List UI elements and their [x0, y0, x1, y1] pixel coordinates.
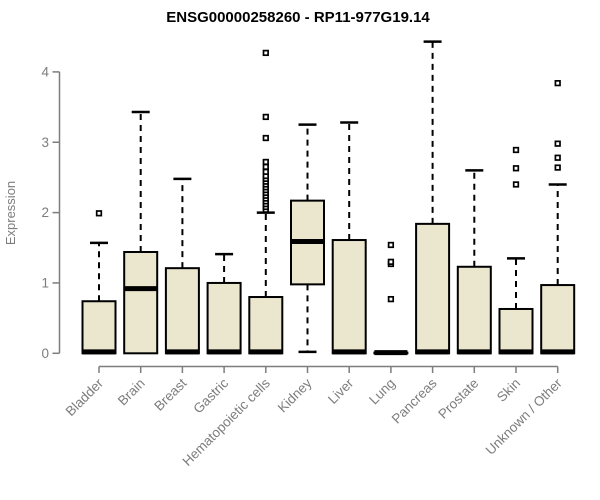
box: [123, 250, 159, 355]
outlier-point: [554, 140, 561, 147]
box: [164, 267, 200, 355]
x-tick-label: Prostate: [435, 376, 481, 422]
outlier-point: [554, 80, 561, 87]
outlier-point: [512, 181, 520, 188]
x-tick-label: Brain: [115, 376, 148, 409]
outlier-point: [554, 164, 561, 171]
outlier-point: [95, 210, 103, 217]
x-tick-label: Skin: [494, 376, 523, 405]
box: [81, 300, 117, 355]
box: [540, 284, 576, 355]
outlier-point: [262, 168, 269, 175]
x-tick-label: Gastric: [190, 375, 231, 416]
outlier-point: [262, 134, 269, 142]
x-tick-label: Kidney: [275, 375, 315, 415]
outlier-point: [387, 295, 395, 303]
y-tick-label: 0: [41, 346, 49, 361]
y-tick-label: 4: [41, 64, 49, 79]
x-tick-label: Bladder: [63, 375, 107, 419]
box: [248, 296, 284, 355]
outlier-point: [262, 113, 269, 121]
outlier-point: [512, 146, 520, 154]
x-tick-label: Pancreas: [389, 375, 440, 426]
x-tick-label: Liver: [325, 375, 357, 407]
outlier-point: [387, 258, 395, 265]
outlier-point: [262, 49, 269, 57]
outlier-point: [554, 154, 561, 161]
chart-title: ENSG00000258260 - RP11-977G19.14: [166, 9, 430, 26]
outlier-point: [512, 165, 520, 172]
box: [331, 239, 367, 355]
y-axis-label: Expression: [3, 181, 18, 245]
box: [415, 222, 451, 355]
x-tick-label: Lung: [366, 376, 398, 408]
outlier-point: [262, 163, 269, 171]
x-tick-label: Unknown / Other: [483, 375, 566, 458]
outlier-point: [387, 241, 395, 249]
box: [456, 265, 492, 355]
box: [498, 307, 534, 355]
x-tick-label: Breast: [151, 375, 189, 413]
y-tick-label: 2: [41, 205, 49, 220]
box: [206, 281, 242, 355]
outlier-point: [262, 158, 269, 166]
y-tick-label: 1: [41, 275, 49, 290]
y-tick-label: 3: [41, 135, 49, 150]
